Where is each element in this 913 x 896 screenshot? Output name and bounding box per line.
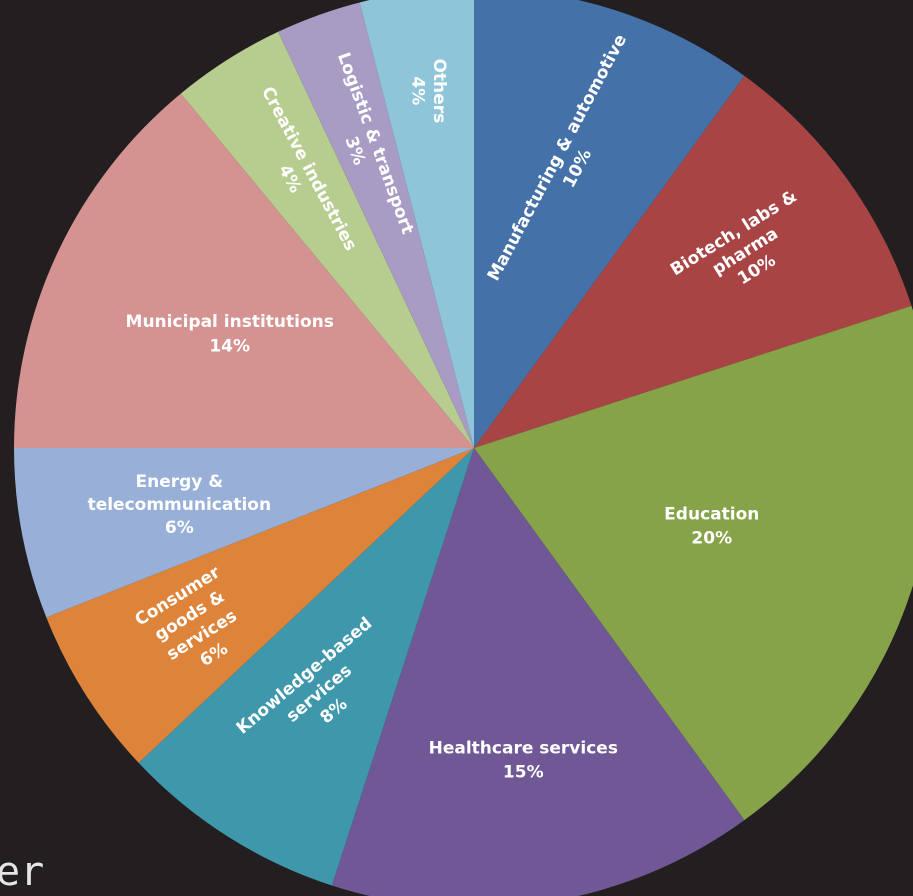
pie-slice	[14, 93, 474, 449]
pie-slice-label-line: 4%	[407, 76, 427, 105]
pie-slice	[474, 0, 745, 448]
pie-slice-label-line: Healthcare services	[429, 738, 618, 758]
pie-slice-label-line: 14%	[209, 336, 250, 356]
pie-slice	[14, 448, 474, 618]
pie-slice-label: Healthcare services 15%	[429, 738, 618, 782]
pie-slice	[474, 305, 913, 821]
pie-slice-label: Municipal institutions 14%	[126, 312, 334, 356]
pie-slice-label-line: Education	[664, 504, 759, 524]
pie-slice-label-line: Energy &	[136, 472, 224, 492]
pie-slice	[474, 75, 912, 449]
pie-slices	[14, 0, 913, 896]
pie-slice-label-line: Municipal institutions	[126, 312, 334, 332]
pie-slice-label: Others4%	[407, 58, 449, 123]
pie-slice	[138, 448, 474, 886]
pie-slice-label-line: 15%	[503, 763, 544, 783]
pie-slice	[180, 31, 474, 449]
pie-slice	[359, 0, 474, 448]
pie-slice	[278, 2, 474, 448]
pie-slice-label-line: Others	[429, 58, 449, 123]
corner-text: er	[0, 849, 45, 895]
pie-slice	[46, 448, 474, 763]
pie-slice-label-line: 20%	[691, 529, 732, 549]
pie-slice-label: Energy & telecommunication 6%	[88, 472, 272, 538]
pie-slice	[331, 448, 745, 896]
pie-slice-label-line: 6%	[165, 518, 194, 538]
pie-slice-label-line: telecommunication	[88, 495, 272, 515]
pie-slice-label: Education 20%	[664, 504, 759, 548]
